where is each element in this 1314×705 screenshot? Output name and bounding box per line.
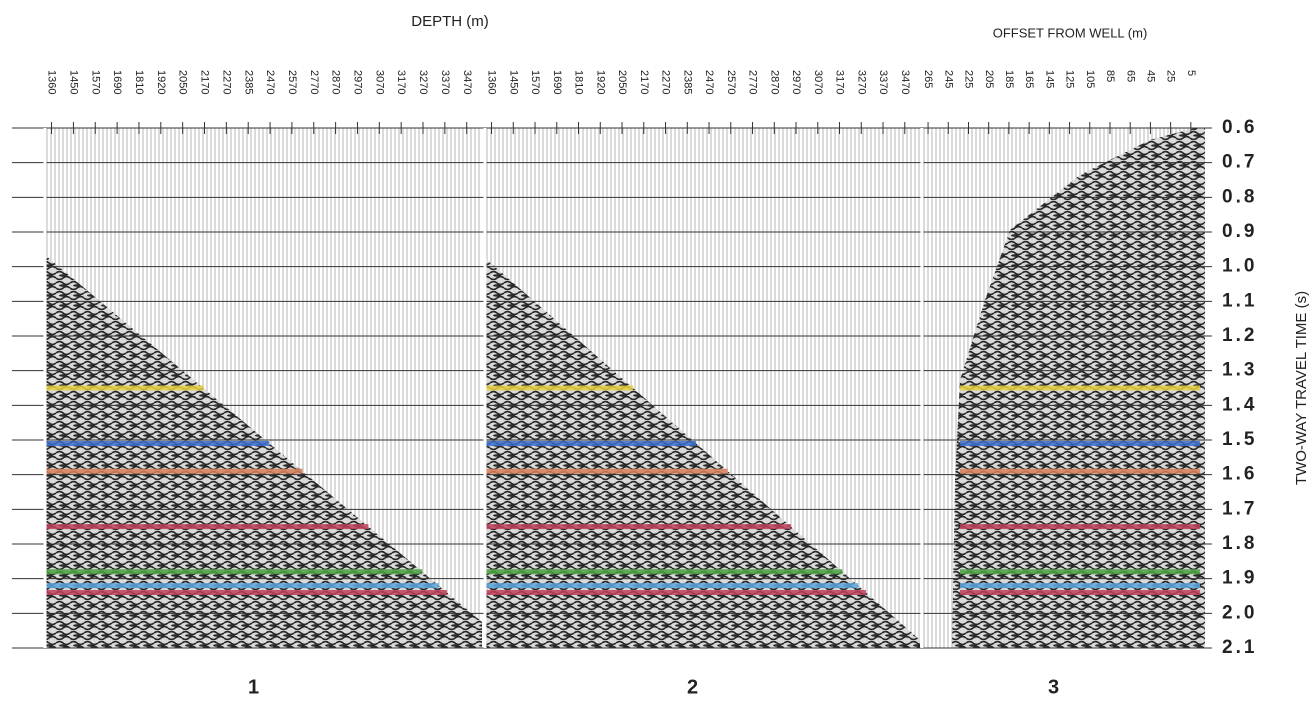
depth-tick-label: 1920	[155, 70, 167, 94]
depth-label: DEPTH (m)	[411, 13, 489, 30]
time-tick-label: 1.9	[1222, 568, 1257, 589]
depth-tick-label: 3170	[834, 70, 846, 94]
depth-tick-label: 5	[1185, 70, 1197, 76]
time-tick-label: 0.9	[1222, 221, 1257, 242]
depth-tick-label: 2385	[242, 70, 254, 94]
depth-tick-label: 85	[1104, 70, 1116, 82]
depth-tick-label: 2570	[725, 70, 737, 94]
depth-tick-label: 2870	[768, 70, 780, 94]
depth-tick-label: 2050	[616, 70, 628, 94]
depth-tick-label: 25	[1165, 70, 1177, 82]
depth-tick-label: 65	[1124, 70, 1136, 82]
depth-tick-label: 2170	[199, 70, 211, 94]
depth-tick-label: 3470	[461, 70, 473, 94]
time-tick-label: 1.2	[1222, 325, 1257, 346]
time-axis-label: TWO-WAY TRAVEL TIME (s)	[1293, 291, 1310, 485]
depth-tick-label: 3070	[373, 70, 385, 94]
grid	[12, 122, 1212, 649]
depth-tick-label: 1570	[89, 70, 101, 94]
depth-tick-label: 2570	[286, 70, 298, 94]
depth-tick-label: 1810	[573, 70, 585, 94]
time-tick-label: 0.8	[1222, 186, 1257, 207]
time-tick-label: 1.8	[1222, 533, 1257, 554]
depth-tick-label: 205	[983, 70, 995, 88]
time-tick-label: 1.5	[1222, 429, 1257, 450]
depth-tick-label: 2385	[681, 70, 693, 94]
depth-tick-label: 2970	[352, 70, 364, 94]
depth-tick-label: 2970	[790, 70, 802, 94]
time-tick-label: 1.1	[1222, 290, 1257, 311]
depth-tick-label: 45	[1145, 70, 1157, 82]
depth-tick-label: 245	[942, 70, 954, 88]
time-tick-label: 1.7	[1222, 498, 1257, 519]
depth-tick-label: 165	[1023, 70, 1035, 88]
time-tick-label: 2.0	[1222, 602, 1257, 623]
depth-tick-label: 1570	[529, 70, 541, 94]
depth-tick-label: 1920	[594, 70, 606, 94]
depth-tick-label: 145	[1043, 70, 1055, 88]
depth-tick-label: 3270	[417, 70, 429, 94]
depth-tick-label: 185	[1003, 70, 1015, 88]
time-tick-label: 1.0	[1222, 256, 1257, 277]
labels: 0.6 0.7 0.8 0.9 1.0 1.1 1.2 1.3 1.4 1.5 1.6 1.7 1.8 1…	[46, 70, 1257, 698]
wiggle-regions	[45, 128, 1205, 648]
depth-tick-label: 3170	[395, 70, 407, 94]
depth-tick-label: 2870	[330, 70, 342, 94]
depth-tick-label: 1360	[486, 70, 498, 94]
depth-tick-label: 3370	[877, 70, 889, 94]
depth-tick-label: 2470	[264, 70, 276, 94]
time-tick-label: 0.6	[1222, 117, 1257, 138]
depth-tick-label: 105	[1084, 70, 1096, 88]
depth-tick-label: 2770	[308, 70, 320, 94]
time-tick-label: 1.6	[1222, 464, 1257, 485]
wiggle-region	[45, 255, 482, 648]
panel-number: 3	[1048, 676, 1059, 698]
depth-tick-label: 3070	[812, 70, 824, 94]
depth-tick-label: 1810	[133, 70, 145, 94]
depth-tick-label: 125	[1064, 70, 1076, 88]
depth-tick-label: 3470	[899, 70, 911, 94]
offset-label: OFFSET FROM WELL (m)	[993, 25, 1148, 40]
time-tick-label: 1.4	[1222, 394, 1257, 415]
depth-tick-label: 2050	[177, 70, 189, 94]
depth-tick-label: 2270	[660, 70, 672, 94]
depth-tick-label: 2270	[220, 70, 232, 94]
time-tick-label: 1.3	[1222, 360, 1257, 381]
depth-tick-label: 2770	[747, 70, 759, 94]
depth-tick-label: 225	[963, 70, 975, 88]
panel-number: 1	[248, 676, 259, 698]
depth-tick-label: 3370	[439, 70, 451, 94]
depth-tick-label: 2470	[703, 70, 715, 94]
time-tick-label: 0.7	[1222, 152, 1257, 173]
depth-tick-label: 1690	[551, 70, 563, 94]
wiggle-region	[485, 258, 920, 648]
depth-tick-label: 2170	[638, 70, 650, 94]
depth-tick-label: 265	[922, 70, 934, 88]
depth-tick-label: 1360	[46, 70, 58, 94]
depth-tick-label: 1450	[67, 70, 79, 94]
depth-tick-label: 3270	[855, 70, 867, 94]
panel-number: 2	[687, 676, 698, 698]
depth-tick-label: 1690	[111, 70, 123, 94]
depth-tick-label: 1450	[507, 70, 519, 94]
time-tick-label: 2.1	[1222, 637, 1257, 658]
